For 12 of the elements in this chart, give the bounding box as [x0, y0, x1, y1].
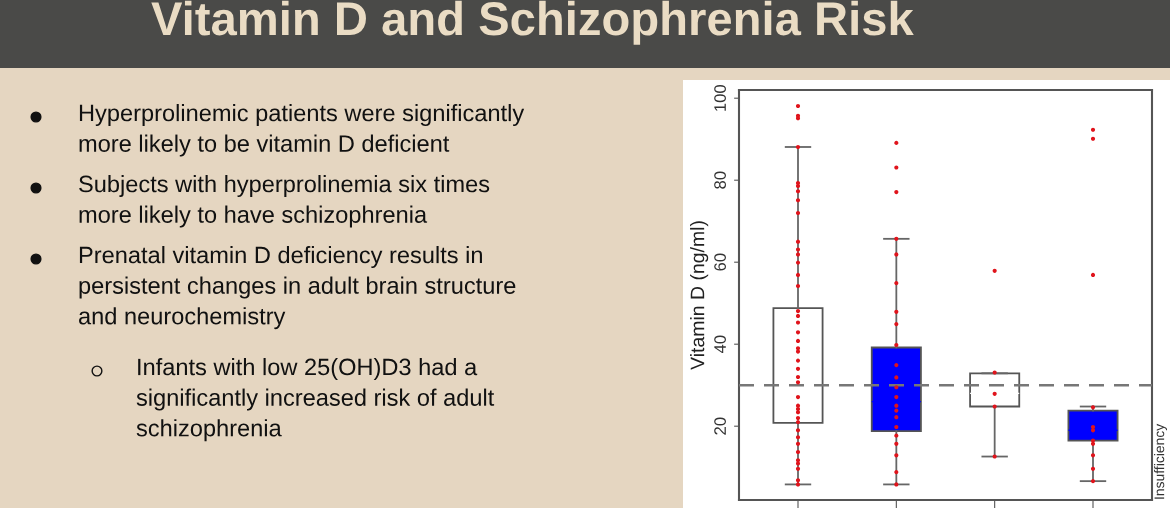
chart-title: Vitamin D and Schizophrenia Risk	[151, 0, 914, 45]
text: Infants with low 25(OH)D3 had a significantly increased risk of adult schizophrenia	[136, 358, 495, 442]
ref-line-label: Insufficiency	[1154, 423, 1168, 499]
text: Prenatal vitamin D deficiency results in persistent changes in adult brain structure and neurochemistry	[79, 246, 516, 330]
y-tick-label: 100	[714, 84, 726, 111]
y-tick-label: 20	[714, 417, 726, 435]
y-tick-label: 40	[714, 335, 726, 354]
y-tick-label: 60	[714, 253, 726, 271]
y-axis-title: Vitamin D (ng/ml)	[690, 221, 709, 370]
text: Hyperprolinemic patients were significantly more likely to be vitamin D deficient	[79, 104, 525, 157]
y-tick-label: 80	[714, 171, 726, 189]
text: Subjects with hyperprolinemia six times more likely to have schizophrenia	[79, 175, 490, 228]
